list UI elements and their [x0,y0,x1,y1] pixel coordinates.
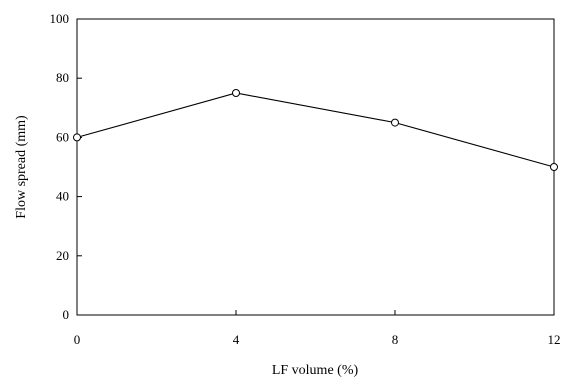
y-tick-label: 60 [56,129,69,144]
x-tick-label: 0 [74,332,81,347]
y-tick-label: 80 [56,70,69,85]
plot-frame [76,18,555,316]
series-layer [73,89,558,171]
x-axis-title: LF volume (%) [272,363,359,378]
x-axis: 0 4 8 12 [74,310,561,347]
y-tick-label: 40 [56,189,69,204]
data-point [391,118,399,127]
y-axis: 0 20 40 60 80 100 [50,11,82,322]
x-tick-label: 8 [392,332,399,347]
y-tick-label: 0 [63,307,70,322]
data-point [73,133,81,142]
y-tick-label: 20 [56,248,69,263]
data-point [232,89,240,97]
y-tick-label: 100 [50,11,70,26]
y-axis-title: Flow spread (mm) [14,115,29,219]
x-tick-label: 12 [548,332,561,347]
data-point [550,163,558,171]
series-line [76,92,555,168]
x-tick-label: 4 [233,332,240,347]
